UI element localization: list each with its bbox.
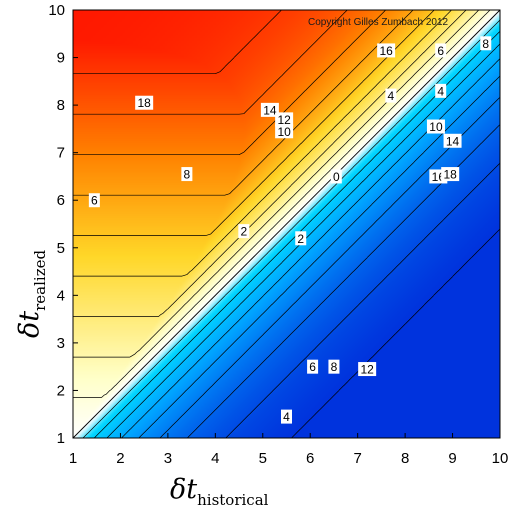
- contour-label: 10: [277, 125, 291, 139]
- contour-lines: [73, 10, 500, 438]
- contour-label: 2: [240, 225, 247, 239]
- y-tick-label: 2: [57, 382, 65, 399]
- contour-label: 16: [379, 44, 393, 58]
- contour-label-background: [480, 36, 492, 51]
- x-tick-label: 5: [259, 450, 267, 467]
- y-tick-label: 9: [57, 50, 65, 67]
- contour-label-background: [441, 167, 460, 182]
- y-axis-ticks: 1 2 3 4 5 6 7 8 9 10: [48, 2, 78, 447]
- y-tick-label: 4: [57, 287, 65, 304]
- y-tick-label: 7: [57, 145, 65, 162]
- x-axis-subscript: historical: [197, 491, 269, 509]
- contour-line: [73, 10, 467, 317]
- y-tick-label: 3: [57, 335, 65, 352]
- x-tick-label: 4: [211, 450, 219, 467]
- contour-line: [225, 162, 500, 438]
- x-tick-label: 1: [69, 450, 77, 467]
- contour-label-background: [358, 362, 377, 377]
- contour-label-background: [238, 224, 250, 239]
- y-tick-label: 8: [57, 97, 65, 114]
- contour-label-background: [328, 359, 340, 374]
- contour-label: 4: [437, 84, 444, 98]
- contour-label-background: [330, 169, 342, 184]
- contour-label-background: [281, 409, 292, 424]
- y-axis-symbol: δt: [14, 311, 45, 338]
- contour-label: 14: [263, 103, 277, 117]
- contour-label-background: [435, 83, 447, 98]
- contour-label-background: [307, 359, 319, 374]
- contour-label-background: [135, 95, 154, 110]
- x-tick-label: 8: [401, 450, 409, 467]
- contour-line: [73, 10, 452, 277]
- contour-line: [106, 43, 500, 438]
- contour-line: [73, 10, 348, 115]
- contour-label: 8: [482, 37, 489, 51]
- x-axis-symbol: δt: [170, 474, 197, 505]
- plot-frame: [72, 9, 501, 439]
- contour-label-background: [260, 102, 279, 117]
- y-tick-label: 5: [57, 240, 65, 257]
- contour-line: [93, 31, 500, 438]
- contour-line: [82, 19, 500, 438]
- contour-line: [73, 10, 386, 156]
- contour-label: 6: [309, 360, 316, 374]
- contour-label-background: [275, 112, 294, 127]
- contour-line: [187, 124, 500, 438]
- contour-label-background: [443, 133, 462, 148]
- contour-label: 8: [184, 168, 191, 182]
- y-tick-label: 6: [57, 192, 65, 209]
- contour-label-background: [435, 43, 447, 58]
- contour-label: 8: [331, 360, 338, 374]
- y-tick-label: 10: [48, 2, 65, 19]
- contour-label: 18: [137, 96, 151, 110]
- contour-label: 6: [437, 44, 444, 58]
- x-tick-label: 10: [492, 450, 509, 467]
- x-axis-title: δthistorical: [170, 474, 269, 509]
- y-tick-label: 1: [57, 430, 65, 447]
- contour-label-background: [275, 124, 294, 139]
- x-tick-label: 7: [353, 450, 361, 467]
- contour-label: 4: [388, 89, 395, 103]
- contour-line: [121, 58, 500, 438]
- contour-label-background: [385, 88, 397, 103]
- x-tick-label: 3: [164, 450, 172, 467]
- contour-label: 18: [444, 168, 458, 182]
- x-axis-ticks: 1 2 3 4 5 6 7 8 9 10: [69, 433, 509, 467]
- contour-label: 6: [91, 194, 98, 208]
- contour-label: 12: [277, 113, 291, 127]
- contour-line: [73, 10, 435, 236]
- contour-label: 14: [446, 134, 460, 148]
- y-axis-title: δtrealized: [14, 250, 49, 338]
- contour-line: [159, 96, 500, 438]
- contour-label: 0: [333, 170, 340, 184]
- x-tick-label: 9: [448, 450, 456, 467]
- contour-label-background: [295, 231, 307, 246]
- diagonal-reference-line: [72, 9, 501, 439]
- contour-label-background: [88, 193, 100, 208]
- contour-label-background: [426, 119, 445, 134]
- contour-line: [73, 10, 282, 75]
- contour-label-background: [377, 43, 396, 58]
- contour-label: 10: [429, 120, 443, 134]
- contour-label: 4: [283, 410, 290, 424]
- contour-line: [73, 10, 414, 196]
- x-tick-label: 6: [306, 450, 314, 467]
- contour-label-background: [181, 167, 193, 182]
- contour-label: 12: [360, 363, 374, 377]
- y-axis-subscript: realized: [31, 250, 49, 311]
- x-tick-label: 2: [116, 450, 124, 467]
- contour-label: 2: [297, 232, 304, 246]
- copyright-notice: Copyright Gilles Zumbach 2012: [308, 17, 449, 28]
